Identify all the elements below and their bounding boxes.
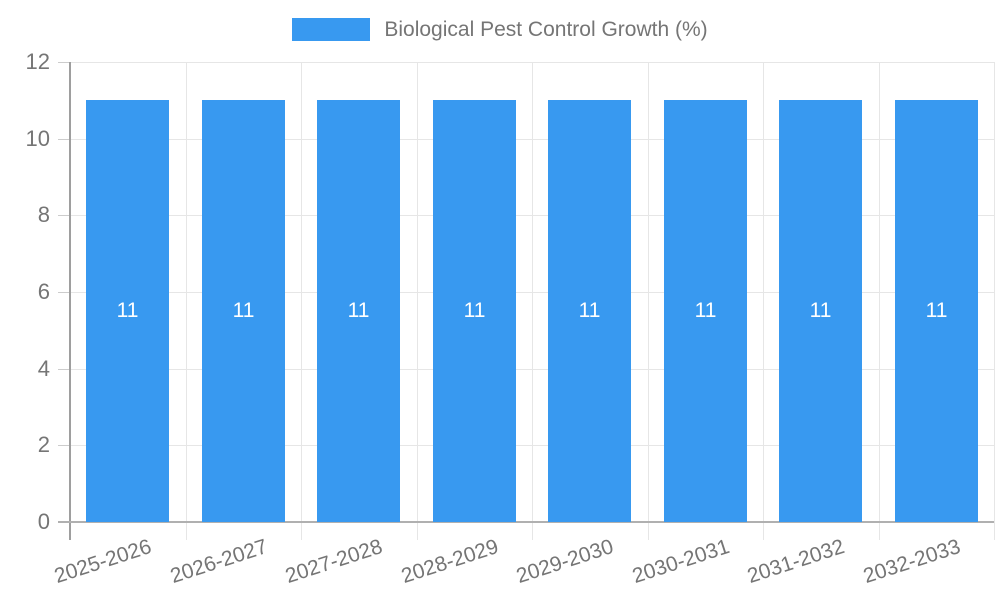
v-gridline [301,62,302,540]
y-tick-label: 12 [25,49,50,74]
v-gridline [186,62,187,540]
x-tick-label: 2026-2027 [167,535,271,588]
bar-2030-2031[interactable]: 11 [664,100,747,522]
bar-2031-2032[interactable]: 11 [779,100,862,522]
y-tick-label: 6 [37,279,50,304]
y-axis-tick [58,62,70,63]
x-tick-label: 2028-2029 [398,535,502,588]
y-tick-label: 0 [37,509,50,534]
bar-2026-2027[interactable]: 11 [202,100,285,522]
v-gridline [994,62,995,540]
bar-2025-2026[interactable]: 11 [86,100,169,522]
y-axis-tick [58,139,70,140]
v-gridline [532,62,533,540]
y-axis-tick [58,445,70,446]
bar-value-label: 11 [809,299,832,322]
v-gridline [648,62,649,540]
bar-value-label: 11 [347,299,370,322]
bar-value-label: 11 [232,299,255,322]
y-tick-label: 8 [37,202,50,227]
v-gridline [879,62,880,540]
y-axis-tick [58,369,70,370]
bar-value-label: 11 [925,299,948,322]
legend-label: Biological Pest Control Growth (%) [384,18,708,41]
bar-value-label: 11 [116,299,139,322]
x-tick-label: 2032-2033 [860,535,964,588]
v-gridline [417,62,418,540]
bar-2032-2033[interactable]: 11 [895,100,978,522]
y-tick-label: 4 [37,356,50,381]
x-tick-label: 2031-2032 [744,535,848,588]
y-tick-label: 10 [25,126,50,151]
x-axis-baseline [58,521,994,523]
x-tick-label: 2025-2026 [51,535,155,588]
bar-2028-2029[interactable]: 11 [433,100,516,522]
y-axis-tick [58,292,70,293]
legend-swatch-icon [292,18,371,41]
y-axis-line [69,62,71,540]
v-gridline [763,62,764,540]
bar-value-label: 11 [694,299,717,322]
x-tick-label: 2030-2031 [629,535,733,588]
x-tick-label: 2029-2030 [513,535,617,588]
bar-value-label: 11 [578,299,601,322]
legend[interactable]: Biological Pest Control Growth (%) [0,18,1000,41]
y-axis-tick [58,215,70,216]
y-tick-label: 2 [37,432,50,457]
bar-2027-2028[interactable]: 11 [317,100,400,522]
x-tick-label: 2027-2028 [282,535,386,588]
bar-value-label: 11 [463,299,486,322]
bar-2029-2030[interactable]: 11 [548,100,631,522]
